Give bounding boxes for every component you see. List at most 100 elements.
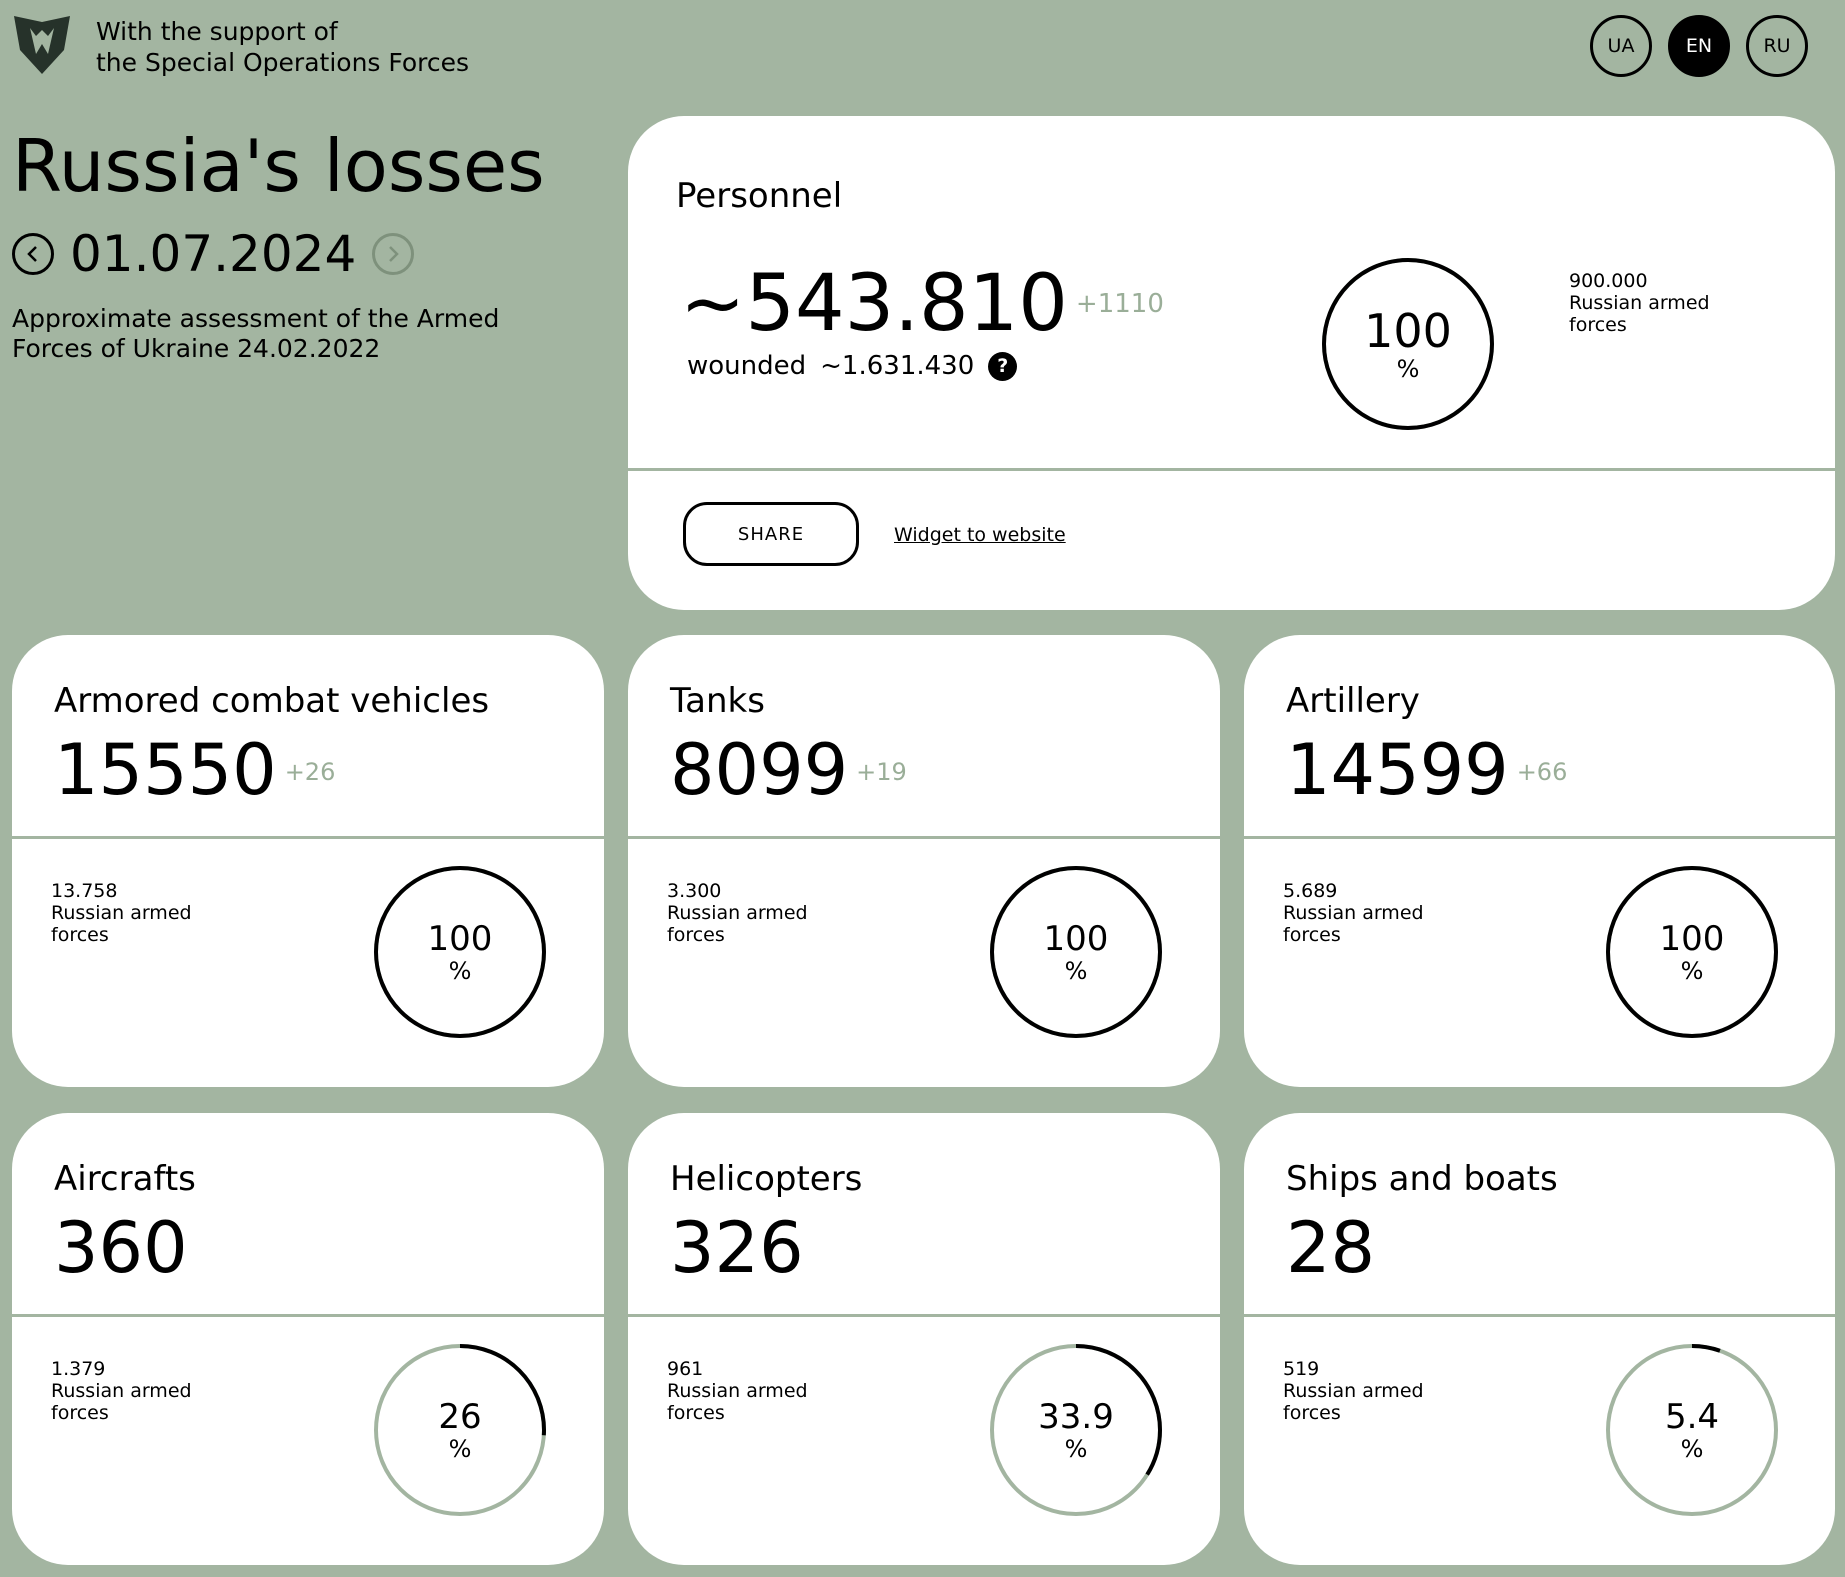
- card-percent-sign: %: [1064, 1435, 1088, 1463]
- lang-en-button[interactable]: EN: [1668, 15, 1730, 77]
- card-percent-ring: 26%: [372, 1342, 548, 1518]
- ring-progress: [374, 1344, 546, 1516]
- card-total: 961 Russian armed forces: [667, 1358, 847, 1424]
- card-divider: [12, 836, 604, 839]
- card-tanks: Tanks 8099 +19 3.300 Russian armed forces …: [628, 635, 1220, 1087]
- support-line-2: the Special Operations Forces: [96, 48, 470, 77]
- card-total-label: Russian armed forces: [1283, 1380, 1424, 1424]
- share-button[interactable]: SHARE: [683, 502, 859, 566]
- card-percent-sign: %: [1680, 1435, 1704, 1463]
- personnel-label: Personnel: [676, 176, 843, 216]
- card-value-row: 28: [1286, 1205, 1383, 1291]
- card-total-label: Russian armed forces: [51, 1380, 192, 1424]
- card-percent-sign: %: [1680, 957, 1704, 985]
- card-value-row: 326: [670, 1205, 812, 1291]
- card-total-value: 13.758: [51, 880, 118, 902]
- card-delta: +66: [1516, 758, 1568, 786]
- card-value: 8099: [670, 729, 849, 811]
- card-divider: [628, 1314, 1220, 1317]
- card-value: 326: [670, 1207, 804, 1289]
- card-divider: [12, 1314, 604, 1317]
- card-ships-and-boats: Ships and boats 28 519 Russian armed forc…: [1244, 1113, 1835, 1565]
- card-helicopters: Helicopters 326 961 Russian armed forces …: [628, 1113, 1220, 1565]
- card-percent-sign: %: [1064, 957, 1088, 985]
- next-date-button[interactable]: [372, 233, 415, 275]
- card-total: 1.379 Russian armed forces: [51, 1358, 231, 1424]
- page-title: Russia's losses: [12, 124, 545, 208]
- card-percent-value: 5.4: [1664, 1397, 1720, 1437]
- card-label: Artillery: [1286, 681, 1420, 721]
- card-percent-ring: 100%: [1604, 864, 1780, 1040]
- card-aircrafts: Aircrafts 360 1.379 Russian armed forces …: [12, 1113, 604, 1565]
- personnel-delta: +1110: [1075, 289, 1164, 319]
- support-text: With the support of the Special Operatio…: [96, 16, 469, 78]
- wounded-value: ~1.631.430: [820, 351, 975, 381]
- card-divider: [628, 836, 1220, 839]
- card-armored-vehicles: Armored combat vehicles 15550 +26 13.758 R…: [12, 635, 604, 1087]
- card-label: Aircrafts: [54, 1159, 196, 1199]
- card-label: Tanks: [670, 681, 765, 721]
- card-value: 14599: [1286, 729, 1509, 811]
- help-icon[interactable]: ?: [988, 351, 1018, 381]
- card-value-row: 360: [54, 1205, 196, 1291]
- card-divider: [1244, 836, 1835, 839]
- personnel-percent-sign: %: [1396, 355, 1420, 383]
- card-value-row: 15550 +26: [54, 727, 335, 813]
- card-delta: +26: [284, 758, 336, 786]
- card-percent-value: 33.9: [1038, 1397, 1114, 1437]
- language-switcher: UA EN RU: [1590, 15, 1808, 77]
- card-total: 3.300 Russian armed forces: [667, 880, 847, 946]
- lang-ru-button[interactable]: RU: [1746, 15, 1808, 77]
- card-percent-sign: %: [448, 1435, 472, 1463]
- card-total-value: 1.379: [51, 1358, 106, 1380]
- ring-progress: [1606, 866, 1778, 1038]
- wounded-row: wounded ~1.631.430 ?: [687, 351, 1018, 381]
- ring-progress: [990, 866, 1162, 1038]
- card-divider: [628, 468, 1835, 471]
- current-date: 01.07.2024: [70, 225, 357, 283]
- card-total-label: Russian armed forces: [1283, 902, 1424, 946]
- ring-progress: [374, 866, 546, 1038]
- card-total-label: Russian armed forces: [667, 1380, 808, 1424]
- prev-date-button[interactable]: [12, 233, 54, 275]
- card-percent-value: 100: [1659, 919, 1725, 959]
- support-line-1: With the support of: [96, 17, 338, 46]
- card-percent-ring: 33.9%: [988, 1342, 1164, 1518]
- ring-progress: [1606, 1344, 1778, 1516]
- personnel-card: Personnel ~543.810 +1110 wounded ~1.631.4…: [628, 116, 1835, 610]
- assessment-note: Approximate assessment of the Armed Forc…: [12, 304, 500, 363]
- ring-progress: [990, 1344, 1162, 1516]
- ring-progress: [1322, 258, 1494, 430]
- card-total-value: 5.689: [1283, 880, 1338, 902]
- card-label: Helicopters: [670, 1159, 863, 1199]
- card-total-value: 961: [667, 1358, 704, 1380]
- card-percent-ring: 100%: [372, 864, 548, 1040]
- card-divider: [1244, 1314, 1835, 1317]
- personnel-value: ~543.810: [680, 259, 1068, 349]
- chevron-right-icon: [389, 246, 400, 262]
- wounded-label: wounded: [687, 351, 807, 381]
- card-value-row: 8099 +19: [670, 727, 907, 813]
- personnel-total-label: Russian armed forces: [1569, 292, 1710, 336]
- card-total: 519 Russian armed forces: [1283, 1358, 1463, 1424]
- card-total: 5.689 Russian armed forces: [1283, 880, 1463, 946]
- card-total-value: 3.300: [667, 880, 722, 902]
- card-value: 28: [1286, 1207, 1376, 1289]
- card-percent-value: 100: [1043, 919, 1109, 959]
- lang-ua-button[interactable]: UA: [1590, 15, 1652, 77]
- card-percent-ring: 100%: [988, 864, 1164, 1040]
- card-value: 15550: [54, 729, 277, 811]
- personnel-percent-ring: 100 %: [1320, 256, 1496, 432]
- widget-to-website-link[interactable]: Widget to website: [894, 524, 1066, 546]
- sso-logo-icon: [12, 14, 72, 76]
- personnel-percent-value: 100: [1364, 304, 1452, 358]
- card-delta: +19: [856, 758, 907, 786]
- card-value-row: 14599 +66: [1286, 727, 1567, 813]
- chevron-left-icon: [27, 246, 37, 262]
- card-total: 13.758 Russian armed forces: [51, 880, 231, 946]
- card-total-label: Russian armed forces: [51, 902, 192, 946]
- card-percent-sign: %: [448, 957, 472, 985]
- card-value: 360: [54, 1207, 188, 1289]
- card-percent-value: 26: [438, 1397, 482, 1437]
- card-percent-value: 100: [427, 919, 493, 959]
